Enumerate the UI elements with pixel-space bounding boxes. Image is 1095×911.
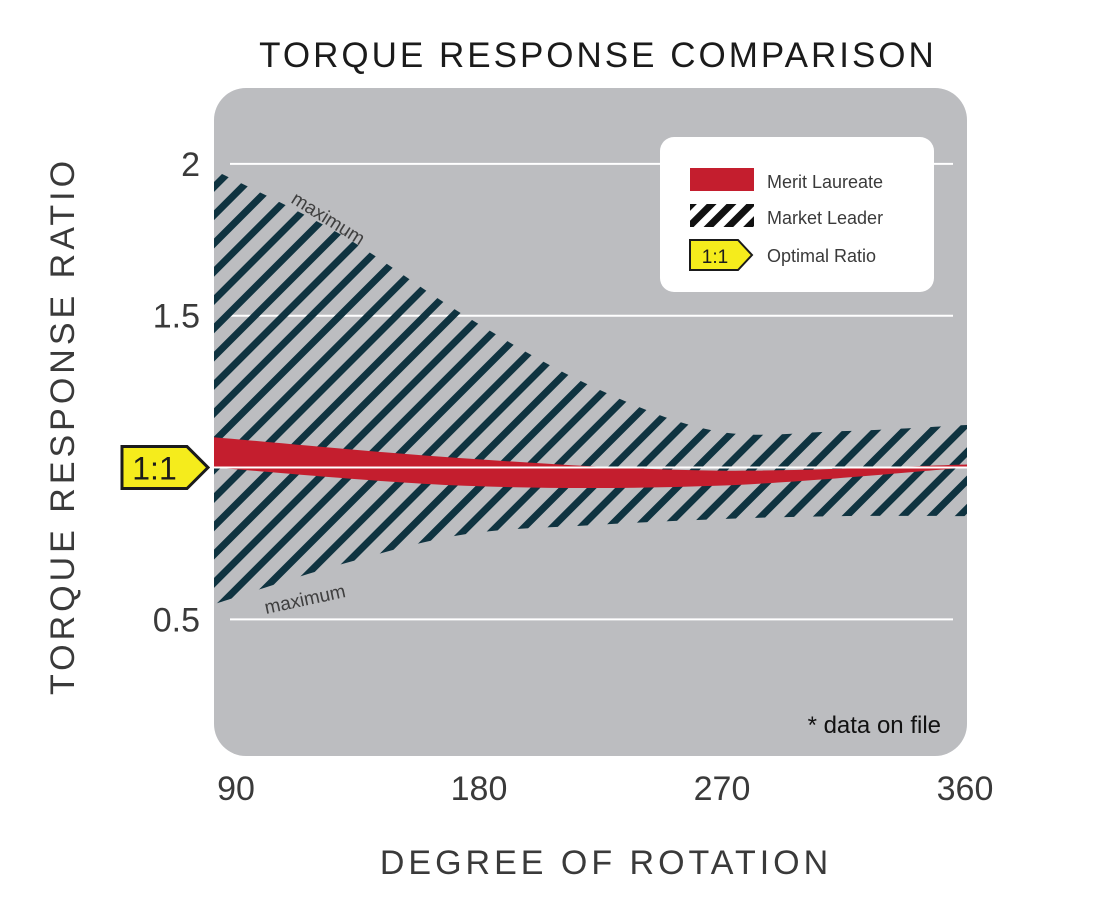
optimal-ratio-tag-text: 1:1	[132, 451, 176, 487]
legend-swatch-merit-laureate	[690, 168, 754, 191]
legend-tag-text: 1:1	[702, 247, 728, 268]
data-note: * data on file	[808, 712, 941, 739]
legend-label-optimal-ratio: Optimal Ratio	[767, 246, 876, 266]
chart-title: TORQUE RESPONSE COMPARISON	[259, 36, 937, 75]
x-tick-label: 360	[937, 770, 994, 808]
x-axis-ticks: 90 180 270 360	[217, 770, 993, 808]
y-axis-title: TORQUE RESPONSE RATIO	[44, 157, 82, 695]
x-tick-label: 270	[694, 770, 751, 808]
y-tick-label: 0.5	[153, 601, 200, 639]
legend-swatch-market-leader	[690, 204, 754, 227]
legend-label-merit-laureate: Merit Laureate	[767, 172, 883, 192]
optimal-ratio-tag: 1:1	[120, 445, 211, 491]
y-tick-label: 2	[181, 146, 200, 184]
y-tick-label: 1.5	[153, 298, 200, 336]
optimal-ratio-tag-shape	[120, 445, 211, 491]
market-leader-band	[214, 170, 967, 605]
x-axis-title: DEGREE OF ROTATION	[380, 844, 832, 882]
x-tick-label: 90	[217, 770, 255, 808]
merit-laureate-band	[214, 437, 967, 489]
legend: Merit Laureate Market Leader 1:1 Optimal…	[660, 137, 934, 292]
legend-swatch-optimal-ratio	[689, 239, 754, 271]
x-tick-label: 180	[451, 770, 508, 808]
y-axis-ticks: 2 1.5 0.5	[153, 146, 200, 639]
legend-label-market-leader: Market Leader	[767, 208, 883, 228]
